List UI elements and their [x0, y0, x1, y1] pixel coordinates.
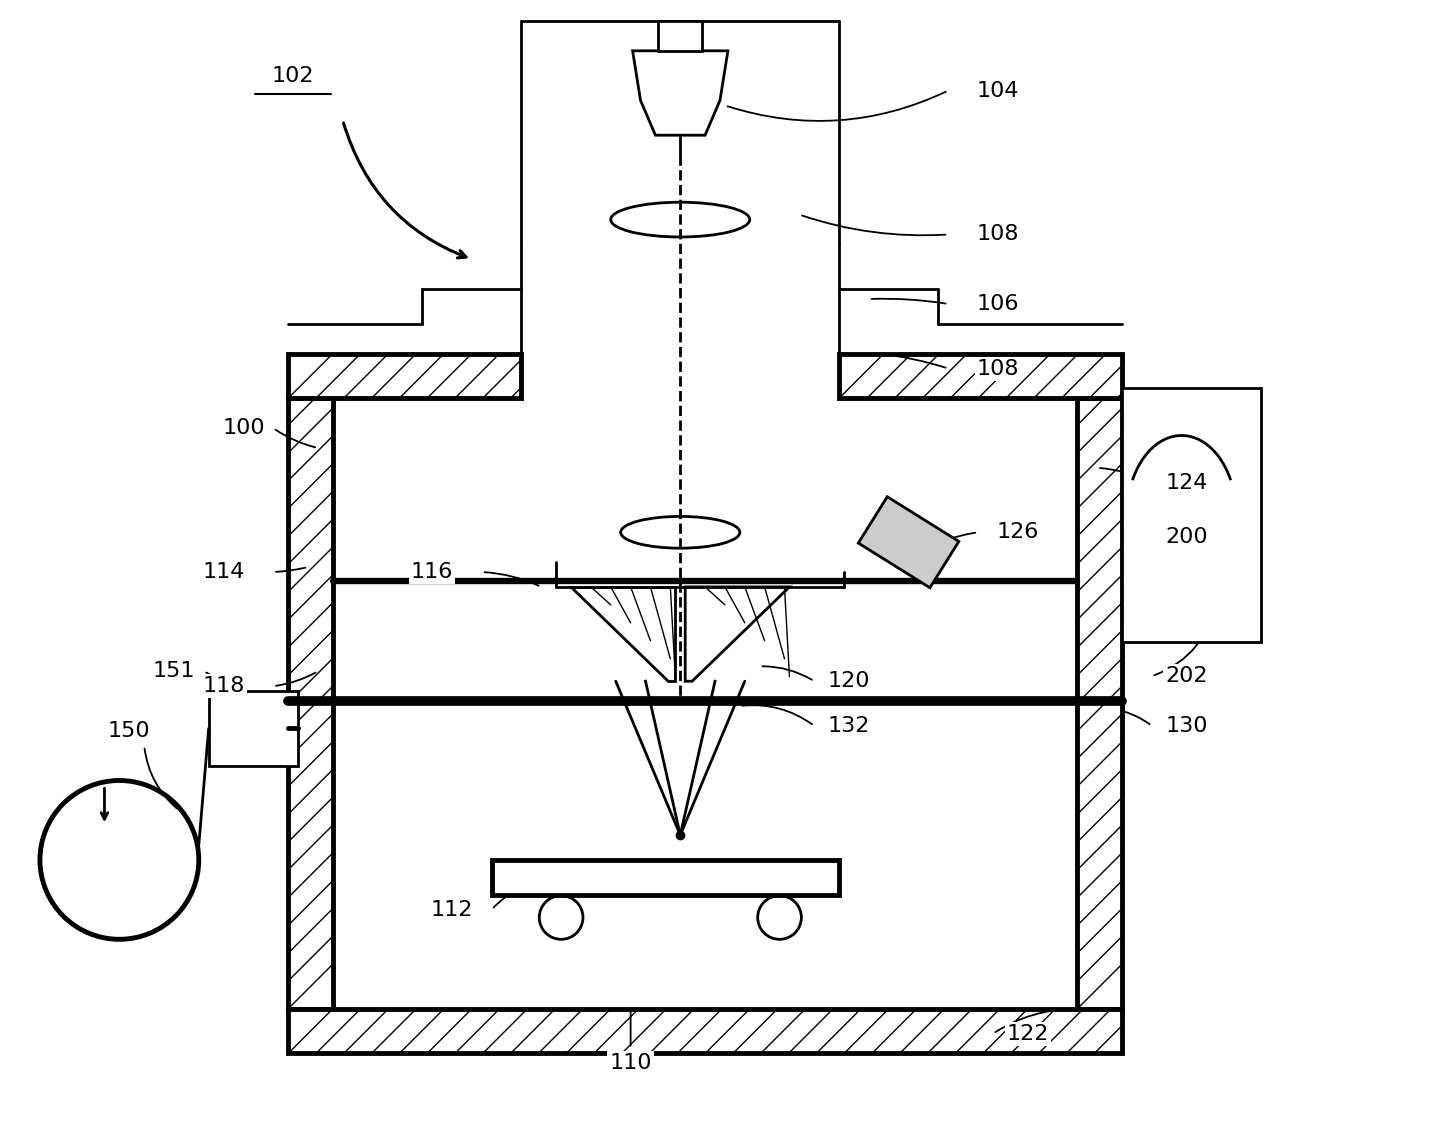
- Polygon shape: [839, 353, 1123, 398]
- Polygon shape: [492, 860, 839, 895]
- Text: 114: 114: [203, 562, 245, 582]
- Text: 130: 130: [1165, 716, 1208, 736]
- Text: 112: 112: [430, 899, 473, 920]
- Text: 110: 110: [609, 1053, 652, 1074]
- Text: 120: 120: [828, 671, 871, 692]
- Text: 108: 108: [977, 225, 1020, 244]
- Text: 132: 132: [828, 716, 871, 736]
- Text: 122: 122: [1007, 1023, 1048, 1044]
- Text: 116: 116: [410, 562, 453, 582]
- Text: 100: 100: [222, 418, 265, 438]
- Text: 150: 150: [109, 720, 150, 741]
- Polygon shape: [1123, 389, 1261, 641]
- Polygon shape: [658, 21, 702, 50]
- Polygon shape: [858, 497, 960, 587]
- Text: 118: 118: [203, 677, 245, 696]
- Polygon shape: [209, 692, 297, 765]
- Text: 202: 202: [1165, 666, 1208, 686]
- Text: 106: 106: [977, 294, 1020, 314]
- Polygon shape: [287, 1009, 1123, 1053]
- Text: 104: 104: [977, 80, 1020, 101]
- Polygon shape: [571, 587, 675, 681]
- Polygon shape: [1077, 398, 1123, 1009]
- Text: 108: 108: [977, 359, 1020, 379]
- Text: 151: 151: [153, 662, 196, 681]
- Polygon shape: [287, 353, 522, 398]
- Polygon shape: [632, 50, 728, 135]
- Text: 126: 126: [997, 522, 1040, 543]
- Polygon shape: [685, 587, 789, 681]
- Text: 200: 200: [1165, 528, 1208, 547]
- Text: 124: 124: [1165, 473, 1208, 493]
- Text: 102: 102: [272, 65, 315, 86]
- Polygon shape: [287, 398, 333, 1009]
